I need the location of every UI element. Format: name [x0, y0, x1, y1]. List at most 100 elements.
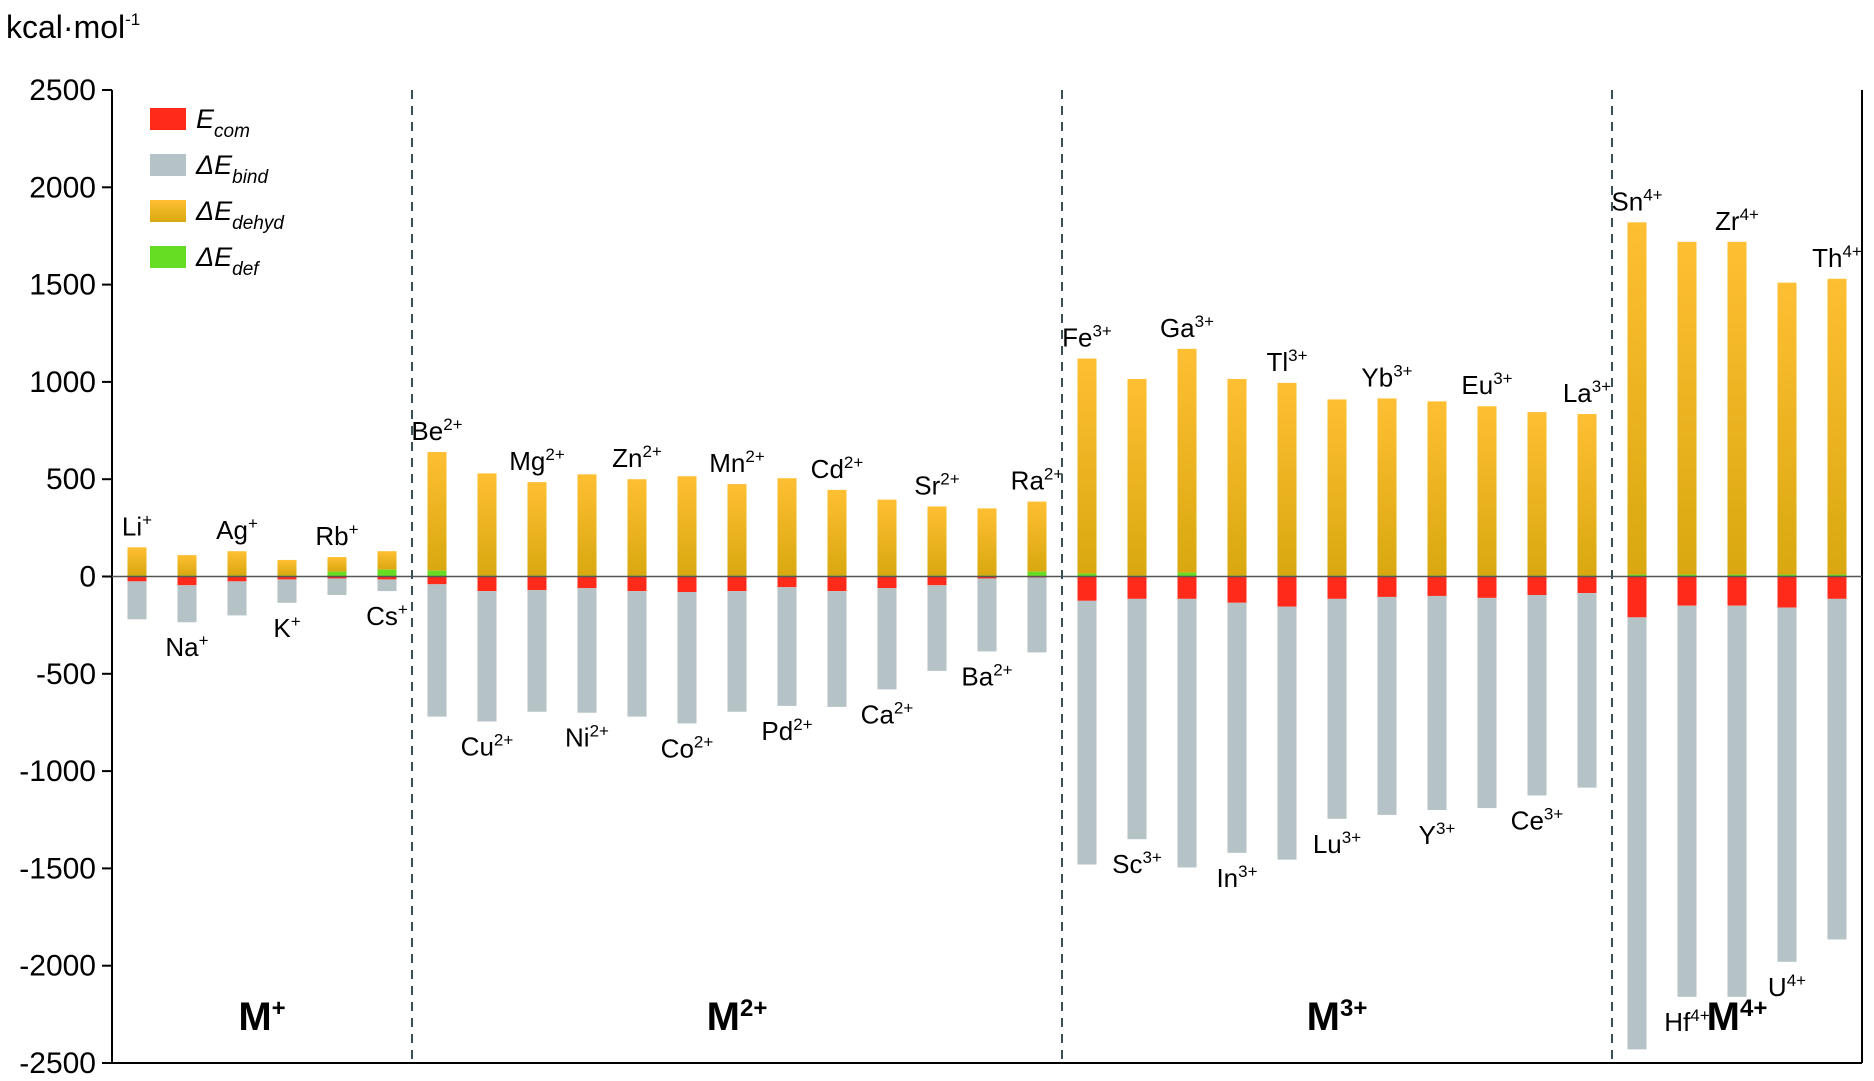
ion-label-zr: Zr4+	[1715, 205, 1759, 236]
bar-com-cs	[377, 576, 397, 580]
ion-label-mg: Mg2+	[509, 445, 565, 476]
bar-bind-mg	[527, 590, 547, 712]
y-tick-label: -2500	[19, 1047, 96, 1080]
ion-label-be: Be2+	[411, 415, 462, 446]
bar-dehyd-sn	[1627, 222, 1647, 575]
bar-dehyd-ra	[1027, 501, 1047, 572]
bar-dehyd-li	[127, 547, 147, 576]
bar-bind-eu	[1477, 597, 1497, 809]
bar-com-la	[1577, 576, 1597, 594]
legend-label-dehyd: ΔEdehyd	[195, 196, 285, 234]
legend-swatch-com	[150, 108, 186, 130]
bar-com-ni	[577, 576, 597, 589]
bar-com-mn	[727, 576, 747, 592]
bar-com-mg	[527, 576, 547, 591]
bar-com-sc	[1127, 576, 1147, 599]
bar-bind-mn	[727, 591, 747, 712]
y-tick-label: 0	[79, 561, 96, 594]
bar-com-lu	[1327, 576, 1347, 599]
ion-label-fe: Fe3+	[1062, 322, 1112, 353]
ion-label-yb: Yb3+	[1361, 361, 1412, 392]
bar-dehyd-zn	[627, 479, 647, 576]
legend-label-com: Ecom	[196, 104, 250, 142]
bar-dehyd-th	[1827, 278, 1847, 575]
group-label: M4+	[1707, 995, 1768, 1039]
bar-bind-sr	[927, 585, 947, 671]
bar-dehyd-ba	[977, 508, 997, 576]
ion-label-sc: Sc3+	[1112, 848, 1162, 879]
bar-com-yb	[1377, 576, 1397, 597]
bar-bind-ba	[977, 578, 997, 652]
bar-bind-ga	[1177, 598, 1197, 868]
ion-label-ce: Ce3+	[1511, 804, 1564, 835]
bar-dehyd-sc	[1127, 378, 1147, 576]
bar-dehyd-fe	[1077, 358, 1097, 574]
ion-label-sn: Sn4+	[1611, 185, 1662, 216]
bar-dehyd-in	[1227, 378, 1247, 576]
ion-label-ag: Ag+	[216, 514, 258, 545]
bar-com-sn	[1627, 576, 1647, 618]
bar-com-ce	[1527, 576, 1547, 595]
bar-bind-ra	[1027, 577, 1047, 653]
bar-dehyd-ag	[227, 551, 247, 576]
bar-com-y	[1427, 576, 1447, 596]
group-label: M+	[238, 995, 285, 1039]
ion-label-tl: Tl3+	[1266, 346, 1307, 377]
bar-def-hf	[1677, 574, 1697, 577]
bar-bind-tl	[1277, 606, 1297, 860]
bar-dehyd-yb	[1377, 398, 1397, 576]
bar-bind-cu	[477, 591, 497, 722]
ion-label-ba: Ba2+	[961, 660, 1012, 691]
bar-dehyd-cd	[827, 489, 847, 576]
bar-dehyd-cs	[377, 551, 397, 570]
y-tick-label: -2000	[19, 950, 96, 983]
bar-com-in	[1227, 576, 1247, 603]
bar-dehyd-eu	[1477, 406, 1497, 576]
bar-com-eu	[1477, 576, 1497, 598]
bar-def-zr	[1727, 574, 1747, 577]
bar-bind-ca	[877, 588, 897, 690]
bar-dehyd-rb	[327, 557, 347, 572]
bar-dehyd-sr	[927, 506, 947, 576]
legend-label-bind: ΔEbind	[195, 150, 269, 188]
bar-com-be	[427, 576, 447, 585]
bar-bind-zr	[1727, 605, 1747, 997]
bar-def-th	[1827, 574, 1847, 577]
bar-dehyd-ce	[1527, 412, 1547, 576]
bar-dehyd-ca	[877, 499, 897, 576]
bar-bind-cd	[827, 591, 847, 707]
bar-bind-hf	[1677, 605, 1697, 997]
bar-bind-in	[1227, 602, 1247, 853]
ion-label-y: Y3+	[1419, 819, 1456, 850]
ion-label-hf: Hf4+	[1664, 1006, 1709, 1037]
ion-label-co: Co2+	[661, 732, 714, 763]
bar-com-zr	[1727, 576, 1747, 606]
ion-label-th: Th4+	[1812, 242, 1862, 273]
bar-com-ba	[977, 576, 997, 579]
bar-com-co	[677, 576, 697, 593]
bar-dehyd-co	[677, 476, 697, 576]
ion-label-ra: Ra2+	[1011, 465, 1064, 496]
ion-label-ga: Ga3+	[1160, 312, 1214, 343]
group-label: M3+	[1307, 995, 1368, 1039]
bar-com-rb	[327, 576, 347, 579]
bar-bind-sc	[1127, 598, 1147, 840]
bar-bind-k	[277, 579, 297, 603]
ion-label-cd: Cd2+	[811, 453, 864, 484]
bar-com-u	[1777, 576, 1797, 608]
bar-bind-co	[677, 592, 697, 724]
bar-bind-sn	[1627, 617, 1647, 1050]
legend-swatch-bind	[150, 154, 186, 176]
bar-def-sn	[1627, 574, 1647, 577]
bar-com-k	[277, 576, 297, 580]
bar-com-sr	[927, 576, 947, 586]
bar-def-be	[427, 570, 447, 577]
bar-bind-yb	[1377, 596, 1397, 815]
bar-def-ra	[1027, 571, 1047, 577]
bar-bind-la	[1577, 593, 1597, 788]
ion-label-pd: Pd2+	[761, 715, 812, 746]
bar-com-ga	[1177, 576, 1197, 599]
bar-dehyd-ga	[1177, 348, 1197, 573]
ion-label-cs: Cs+	[366, 600, 408, 631]
